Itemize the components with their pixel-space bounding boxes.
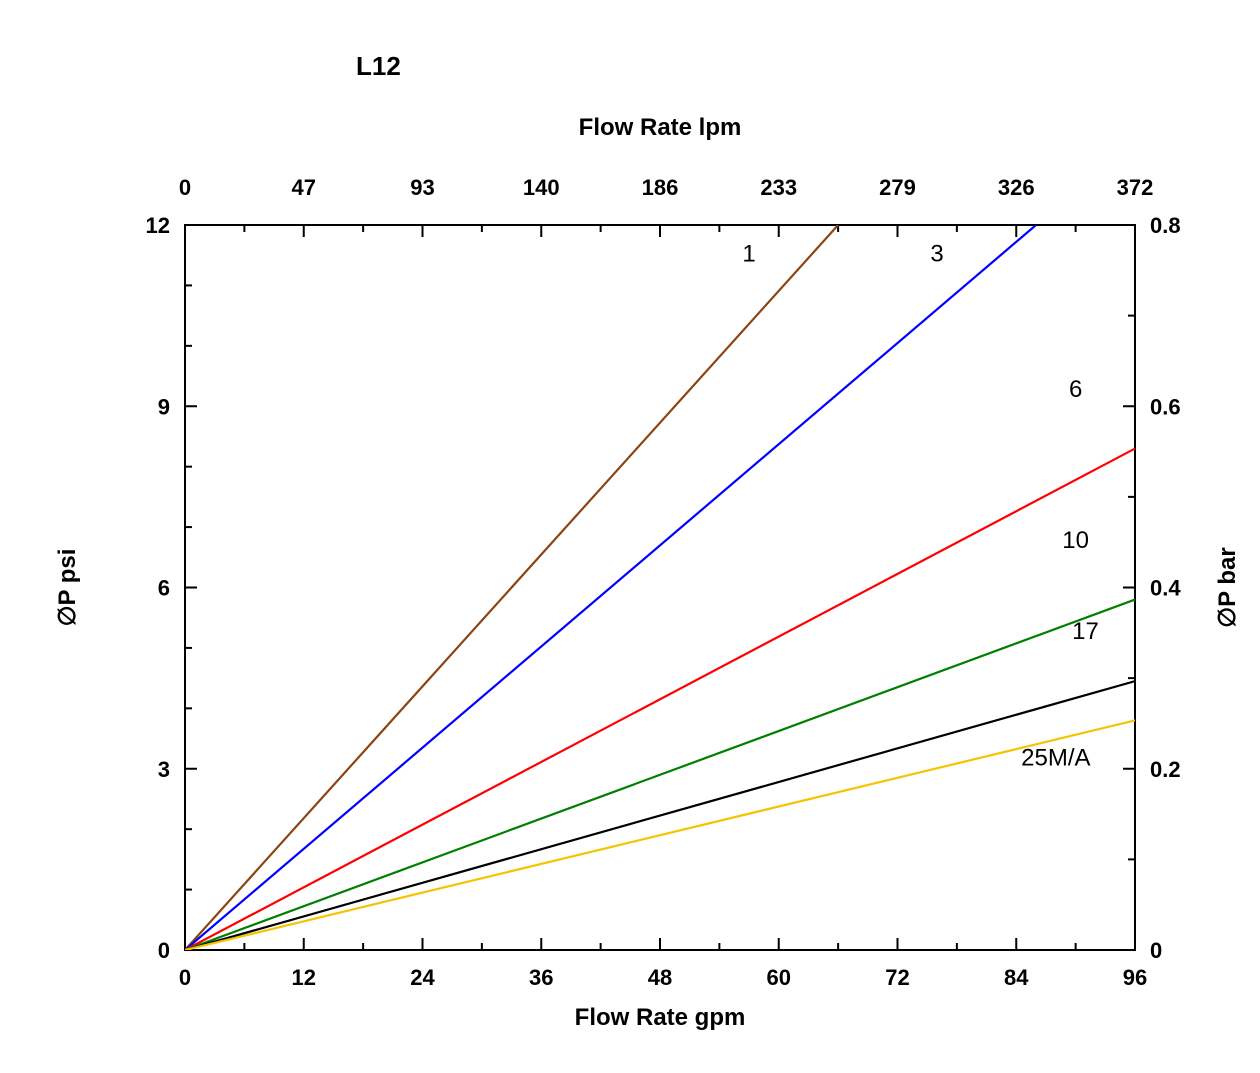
y-right-tick-label: 0.4 xyxy=(1150,576,1181,601)
series-line xyxy=(185,225,838,950)
x-bottom-tick-label: 96 xyxy=(1123,965,1147,990)
y-left-tick-label: 3 xyxy=(158,757,170,782)
series-label: 1 xyxy=(742,240,755,267)
y-right-tick-label: 0.2 xyxy=(1150,757,1181,782)
x-bottom-tick-label: 72 xyxy=(885,965,909,990)
plot-border xyxy=(185,225,1135,950)
series-line xyxy=(185,600,1135,950)
x-top-tick-label: 279 xyxy=(879,175,916,200)
x-bottom-tick-label: 0 xyxy=(179,965,191,990)
x-top-tick-label: 0 xyxy=(179,175,191,200)
y-left-tick-label: 6 xyxy=(158,576,170,601)
y-left-tick-label: 0 xyxy=(158,938,170,963)
chart-container: L12 Flow Rate lpm Flow Rate gpm ∅P psi ∅P ba… xyxy=(0,0,1260,1073)
series-line xyxy=(185,681,1135,950)
series-label: 25M/A xyxy=(1021,745,1090,772)
series-group xyxy=(185,225,1135,950)
y-left-axis-label: ∅P psi xyxy=(54,549,81,627)
x-bottom-tick-label: 84 xyxy=(1004,965,1029,990)
series-label: 3 xyxy=(930,240,943,267)
series-line xyxy=(185,720,1135,950)
series-label: 17 xyxy=(1072,618,1099,645)
series-label: 6 xyxy=(1069,376,1082,403)
y-right-tick-label: 0 xyxy=(1150,938,1162,963)
x-top-tick-label: 233 xyxy=(760,175,797,200)
x-top-axis-label: Flow Rate lpm xyxy=(579,114,742,141)
y-left-tick-label: 9 xyxy=(158,394,170,419)
x-bottom-tick-label: 48 xyxy=(648,965,672,990)
series-line xyxy=(185,449,1135,950)
x-bottom-tick-label: 12 xyxy=(292,965,316,990)
x-bottom-axis-label: Flow Rate gpm xyxy=(575,1004,746,1031)
x-top-tick-label: 372 xyxy=(1117,175,1154,200)
series-line xyxy=(185,225,1036,950)
y-left-tick-label: 12 xyxy=(146,213,170,238)
x-bottom-tick-label: 24 xyxy=(410,965,435,990)
y-right-axis-label: ∅P bar xyxy=(1214,547,1241,628)
x-top-tick-label: 326 xyxy=(998,175,1035,200)
pressure-flow-chart: L12 Flow Rate lpm Flow Rate gpm ∅P psi ∅P ba… xyxy=(0,0,1260,1073)
y-right-tick-label: 0.6 xyxy=(1150,394,1181,419)
x-top-tick-label: 186 xyxy=(642,175,679,200)
chart-title: L12 xyxy=(356,51,401,81)
x-top-tick-label: 93 xyxy=(410,175,434,200)
x-top-tick-label: 140 xyxy=(523,175,560,200)
x-top-tick-label: 47 xyxy=(292,175,316,200)
y-right-tick-label: 0.8 xyxy=(1150,213,1181,238)
series-label: 10 xyxy=(1062,527,1089,554)
x-bottom-tick-label: 60 xyxy=(767,965,791,990)
x-bottom-tick-label: 36 xyxy=(529,965,553,990)
